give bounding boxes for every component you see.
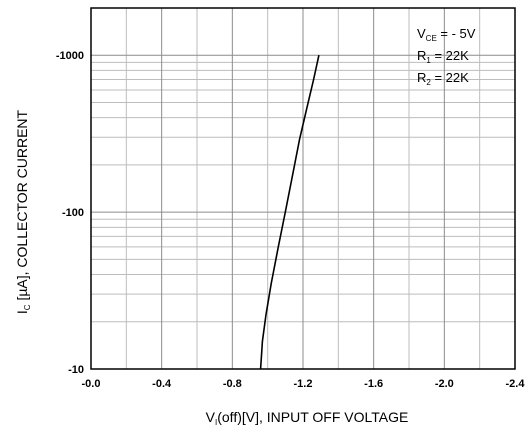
- annotation-r2: R2 = 22K: [417, 70, 469, 87]
- y-tick-label: -10: [68, 364, 84, 376]
- y-tick-label: -100: [62, 207, 84, 219]
- x-tick-label: -2.4: [506, 378, 526, 390]
- annotation-r1: R1 = 22K: [417, 48, 469, 65]
- y-tick-labels: -10 -100 -1000: [56, 50, 84, 376]
- x-tick-labels: -0.0 -0.4 -0.8 -1.2 -1.6 -2.0 -2.4: [82, 378, 526, 390]
- x-tick-label: -0.8: [223, 378, 242, 390]
- annotation-vce: VCE = - 5V: [417, 26, 476, 43]
- y-axis-label: IC [µA], COLLECTOR CURRENT: [14, 109, 32, 314]
- y-tick-label: -1000: [56, 50, 84, 62]
- x-tick-label: -2.0: [435, 378, 454, 390]
- major-grid: [91, 8, 515, 369]
- x-tick-label: -0.4: [152, 378, 172, 390]
- x-tick-label: -1.2: [294, 378, 313, 390]
- x-axis-label: VI(off)[V], INPUT OFF VOLTAGE: [206, 409, 409, 427]
- plot-frame: [90, 7, 516, 370]
- conditions-legend: VCE = - 5V R1 = 22K R2 = 22K: [417, 26, 476, 87]
- x-tick-label: -0.0: [82, 378, 101, 390]
- series-line: [259, 55, 320, 370]
- x-tick-label: -1.6: [364, 378, 383, 390]
- series-layer: [259, 55, 320, 370]
